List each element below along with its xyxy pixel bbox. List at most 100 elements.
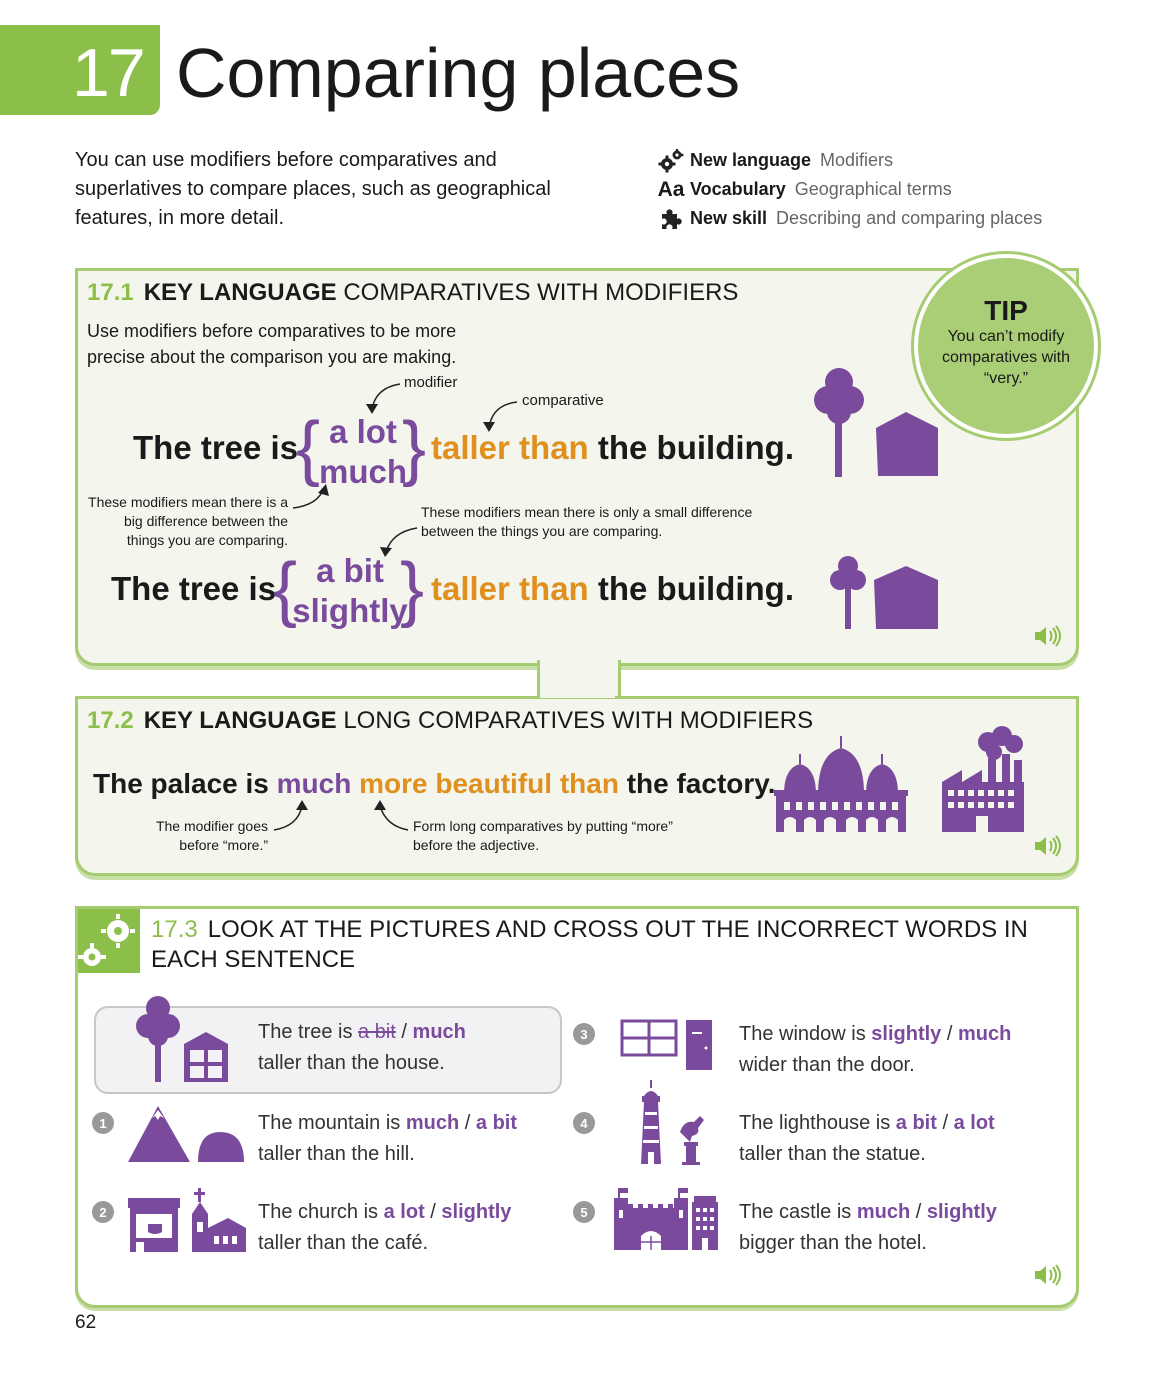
annotation-arrows <box>292 383 518 557</box>
option-2[interactable]: much <box>957 1023 1012 1045</box>
annotation-arrows-2 <box>273 800 409 831</box>
brace-right: } <box>400 549 425 629</box>
tall-tree-building-icon <box>814 368 938 477</box>
mountain-hill-icon <box>128 1106 244 1162</box>
section-17-2-heading: 17.2 KEY LANGUAGE LONG COMPARATIVES WITH … <box>87 706 813 736</box>
meta-vocabulary: Aa Vocabulary Geographical terms <box>655 175 1042 204</box>
correct-option: much <box>412 1021 466 1043</box>
item-4-sentence: The lighthouse is a bit / a lot taller t… <box>739 1112 995 1165</box>
sentence-b-subject: The tree is <box>111 570 277 607</box>
short-tree-building-icon <box>830 556 938 629</box>
tip-title: TIP <box>984 295 1028 326</box>
note-small-difference: These modifiers mean there is only a sma… <box>421 504 753 539</box>
brace-left: { <box>273 549 298 629</box>
example-box <box>94 1006 562 1094</box>
meta-key: Vocabulary <box>690 179 786 199</box>
meta-new-skill: New skill Describing and comparing place… <box>655 204 1042 233</box>
meta-value: Modifiers <box>820 150 894 170</box>
section-17-3-heading: 17.3 LOOK AT THE PICTURES AND CROSS OUT T… <box>151 915 1031 975</box>
castle-hotel-icon <box>614 1188 718 1250</box>
option-1[interactable]: slightly <box>871 1023 942 1045</box>
option-1[interactable]: much <box>405 1112 460 1134</box>
item-2-sentence: The church is a lot / slightly taller th… <box>258 1201 512 1254</box>
connector-gap <box>540 693 615 698</box>
sentence-subject: The palace is <box>93 768 269 799</box>
comparative: taller than <box>431 570 589 607</box>
item-number: 3 <box>573 1023 595 1045</box>
item-number: 5 <box>573 1201 595 1223</box>
option-1[interactable]: a lot <box>383 1201 425 1223</box>
modifier-slightly: slightly <box>292 592 408 629</box>
item-number: 4 <box>573 1112 595 1134</box>
item-1-sentence: The mountain is much / a bit taller than… <box>258 1112 518 1165</box>
meta-value: Describing and comparing places <box>776 208 1043 228</box>
lighthouse-statue-icon <box>641 1080 704 1165</box>
exercise-gears-icon <box>78 909 140 973</box>
section-title: LONG COMPARATIVES WITH MODIFIERS <box>343 707 814 734</box>
aa-icon: Aa <box>657 178 685 201</box>
gears-icon <box>655 148 687 173</box>
note-modifier-before: The modifier goes before “more.” <box>155 818 268 853</box>
modifier-group-small: a bit slightly <box>291 551 409 631</box>
palace-icon <box>774 736 908 832</box>
audio-speaker-icon[interactable] <box>1033 834 1061 858</box>
tip-text: You can’t modify comparatives with “very… <box>941 328 1071 387</box>
note-long-comparatives: Form long comparatives by putting “more”… <box>413 818 673 853</box>
example-sentence: The tree is a bit / much taller than the… <box>258 1021 466 1074</box>
puzzle-icon <box>655 207 687 231</box>
brace-left: { <box>296 408 321 488</box>
modifier-a-lot: a lot <box>329 413 397 450</box>
option-2[interactable]: a lot <box>953 1112 995 1134</box>
option-1[interactable]: a bit <box>895 1112 937 1134</box>
page-title: Comparing places <box>176 34 741 112</box>
option-2[interactable]: slightly <box>441 1201 512 1223</box>
sentence-object: the building. <box>597 429 795 466</box>
sentence-b-rest: taller than the building. <box>431 569 794 609</box>
section-17-2-panel <box>75 696 1079 876</box>
modifier-much: much <box>318 453 407 490</box>
window-door-icon <box>620 1019 712 1070</box>
page-number: 62 <box>75 1312 97 1333</box>
cafe-church-icon <box>128 1188 246 1252</box>
item-number: 1 <box>92 1112 114 1134</box>
audio-speaker-icon[interactable] <box>1033 624 1061 648</box>
sentence-a-subject: The tree is <box>133 429 299 466</box>
audio-speaker-icon[interactable] <box>1033 1263 1061 1287</box>
section-title: COMPARATIVES WITH MODIFIERS <box>343 279 739 306</box>
modifier-a-bit: a bit <box>316 552 384 589</box>
meta-key: New language <box>690 150 812 170</box>
item-number: 2 <box>92 1201 114 1223</box>
label-comparative: comparative <box>522 392 604 409</box>
sentence-palace: The palace is much more beautiful than t… <box>93 766 776 802</box>
meta-value: Geographical terms <box>794 179 952 199</box>
tip-bubble: TIP You can’t modify comparatives with “… <box>918 258 1094 434</box>
modifier-group-big: a lot much <box>314 412 412 492</box>
crossed-option: a bit <box>358 1021 396 1043</box>
option-2[interactable]: a bit <box>475 1112 518 1134</box>
section-number: 17.3 <box>151 916 198 943</box>
section-key: KEY LANGUAGE <box>143 707 337 734</box>
modifier: much <box>276 768 352 799</box>
intro-text: You can use modifiers before comparative… <box>75 149 551 229</box>
meta-list: New language Modifiers Aa Vocabulary Geo… <box>655 146 1042 233</box>
factory-icon <box>942 726 1024 832</box>
comparative: more beautiful than <box>359 768 619 799</box>
section-17-1-heading: 17.1 KEY LANGUAGE COMPARATIVES WITH MODIF… <box>87 278 738 308</box>
unit-number: 17 <box>72 35 146 111</box>
sentence-object: the factory. <box>626 768 776 799</box>
option-2[interactable]: slightly <box>926 1201 997 1223</box>
comparative: taller than <box>431 429 589 466</box>
option-1[interactable]: much <box>856 1201 911 1223</box>
section-17-1-desc: Use modifiers before comparatives to be … <box>87 321 457 367</box>
section-number: 17.2 <box>87 707 134 734</box>
section-title: LOOK AT THE PICTURES AND CROSS OUT THE I… <box>151 916 1028 973</box>
label-modifier: modifier <box>404 374 458 391</box>
section-key: KEY LANGUAGE <box>143 279 337 306</box>
section-number: 17.1 <box>87 279 134 306</box>
brace-right: } <box>402 408 427 488</box>
sentence-object: the building. <box>597 570 795 607</box>
note-big-difference: These modifiers mean there is a big diff… <box>88 494 288 548</box>
tree-house-icon <box>136 996 228 1082</box>
item-3-sentence: The window is slightly / much wider than… <box>739 1023 1012 1076</box>
sentence-a-rest: taller than the building. <box>431 428 794 468</box>
